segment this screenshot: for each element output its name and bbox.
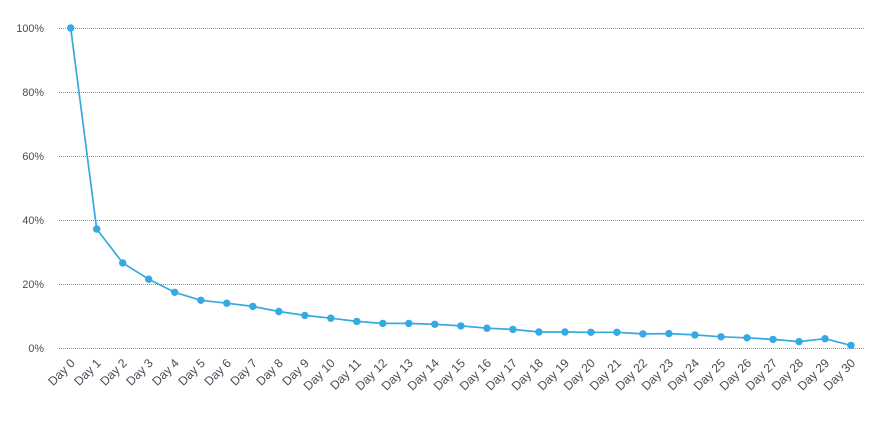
svg-text:20%: 20% bbox=[22, 279, 44, 291]
svg-text:80%: 80% bbox=[22, 87, 44, 99]
svg-text:40%: 40% bbox=[22, 215, 44, 227]
svg-text:100%: 100% bbox=[16, 23, 44, 35]
svg-text:60%: 60% bbox=[22, 151, 44, 163]
svg-text:0%: 0% bbox=[28, 343, 44, 355]
